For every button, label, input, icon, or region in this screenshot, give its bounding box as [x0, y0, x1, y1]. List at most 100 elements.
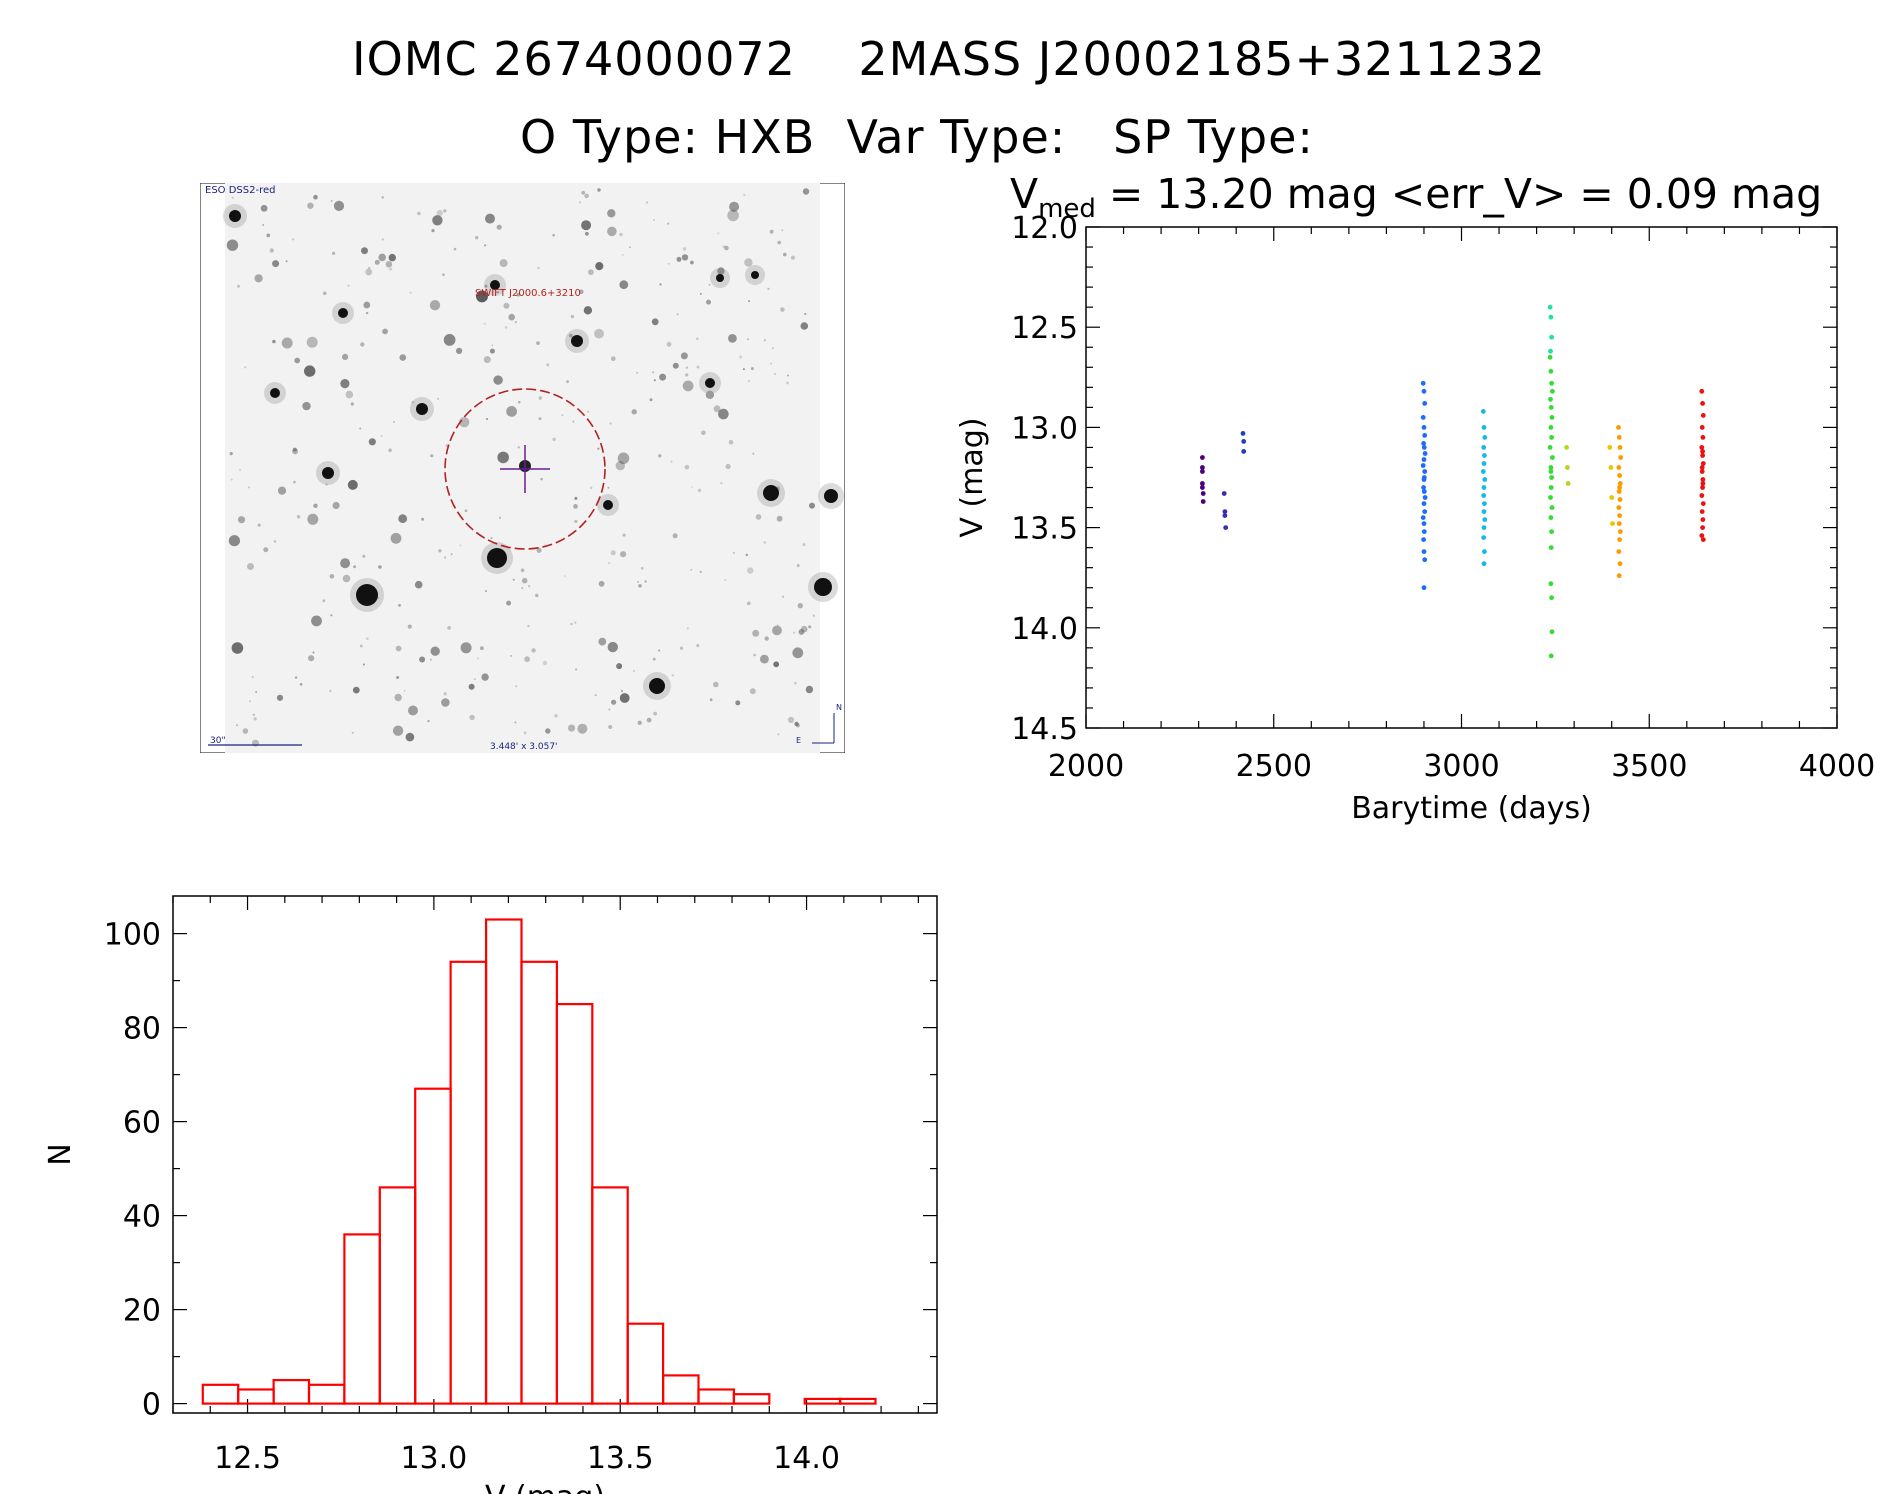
- star: [390, 532, 402, 544]
- bright-star: [824, 489, 838, 503]
- star: [590, 486, 593, 489]
- histogram-bar: [485, 918, 523, 1405]
- star: [249, 700, 251, 703]
- star: [794, 721, 799, 727]
- data-point: [1549, 475, 1554, 480]
- star: [763, 339, 766, 342]
- star: [311, 615, 322, 627]
- data-point: [1421, 521, 1427, 526]
- star: [649, 398, 653, 402]
- data-point: [1200, 499, 1206, 504]
- star: [790, 255, 796, 260]
- star: [407, 624, 412, 629]
- star: [561, 414, 564, 417]
- star: [581, 220, 592, 231]
- star: [443, 334, 456, 346]
- star: [611, 356, 616, 361]
- data-point: [1550, 388, 1555, 394]
- star: [652, 657, 656, 661]
- data-point: [1549, 505, 1555, 510]
- star-field: [223, 188, 844, 747]
- data-point: [1548, 396, 1553, 402]
- data-point: [1618, 455, 1624, 460]
- svg-text:N: N: [836, 703, 842, 712]
- data-point: [1221, 491, 1227, 496]
- data-point: [1421, 425, 1427, 430]
- star: [296, 515, 301, 519]
- data-point: [1617, 497, 1623, 502]
- svg-text:E: E: [796, 736, 801, 745]
- data-point: [1700, 477, 1706, 482]
- star: [769, 229, 774, 234]
- star: [523, 731, 527, 735]
- star: [476, 657, 479, 660]
- data-point: [1547, 354, 1553, 360]
- data-point: [1420, 415, 1426, 420]
- star: [610, 550, 616, 556]
- data-point: [1200, 491, 1206, 496]
- hist-x-tick-label: 13.0: [400, 1441, 467, 1476]
- star: [672, 533, 678, 539]
- data-point: [1550, 455, 1555, 460]
- data-point: [1200, 485, 1205, 490]
- data-point: [1699, 533, 1705, 538]
- data-point: [1607, 445, 1613, 450]
- data-point: [1565, 465, 1570, 470]
- star: [504, 326, 508, 329]
- hist-y-tick-label: 80: [123, 1012, 161, 1047]
- star: [709, 698, 713, 702]
- histogram-bar: [272, 1378, 311, 1405]
- star: [697, 488, 702, 493]
- star: [490, 536, 493, 540]
- star: [441, 698, 450, 707]
- star: [365, 311, 369, 315]
- bright-star: [356, 584, 378, 606]
- star: [787, 716, 795, 724]
- star: [350, 402, 354, 406]
- star: [464, 509, 468, 512]
- scale-label: 30": [210, 736, 226, 746]
- star: [247, 563, 254, 570]
- star: [717, 267, 725, 275]
- star: [411, 400, 415, 404]
- star: [382, 328, 388, 335]
- histogram-bar: [414, 1087, 452, 1405]
- star: [242, 728, 249, 734]
- data-point: [1700, 501, 1706, 506]
- star: [516, 292, 521, 297]
- star: [538, 396, 542, 400]
- star: [747, 567, 754, 574]
- star: [381, 238, 384, 241]
- data-point: [1547, 445, 1553, 450]
- star: [699, 292, 702, 295]
- star: [554, 714, 558, 718]
- star: [598, 637, 607, 646]
- star: [809, 502, 815, 509]
- star: [631, 409, 637, 415]
- data-point: [1241, 439, 1247, 444]
- star: [611, 699, 617, 705]
- star: [772, 625, 782, 636]
- star: [302, 401, 311, 411]
- star: [764, 636, 769, 641]
- data-point: [1421, 485, 1426, 490]
- star: [483, 322, 486, 325]
- star: [636, 371, 639, 374]
- star: [595, 262, 604, 271]
- star: [685, 366, 689, 369]
- bright-star: [490, 280, 500, 290]
- star: [361, 247, 368, 255]
- star: [705, 390, 715, 399]
- star: [527, 624, 530, 628]
- star: [260, 204, 268, 212]
- star: [351, 731, 354, 734]
- star: [718, 408, 729, 420]
- star: [800, 322, 809, 330]
- star: [485, 213, 495, 224]
- star: [277, 486, 287, 495]
- star: [360, 342, 365, 347]
- star: [667, 262, 670, 265]
- star: [620, 689, 624, 693]
- hist-y-tick-label: 0: [142, 1388, 161, 1423]
- histogram-bar: [343, 1233, 381, 1405]
